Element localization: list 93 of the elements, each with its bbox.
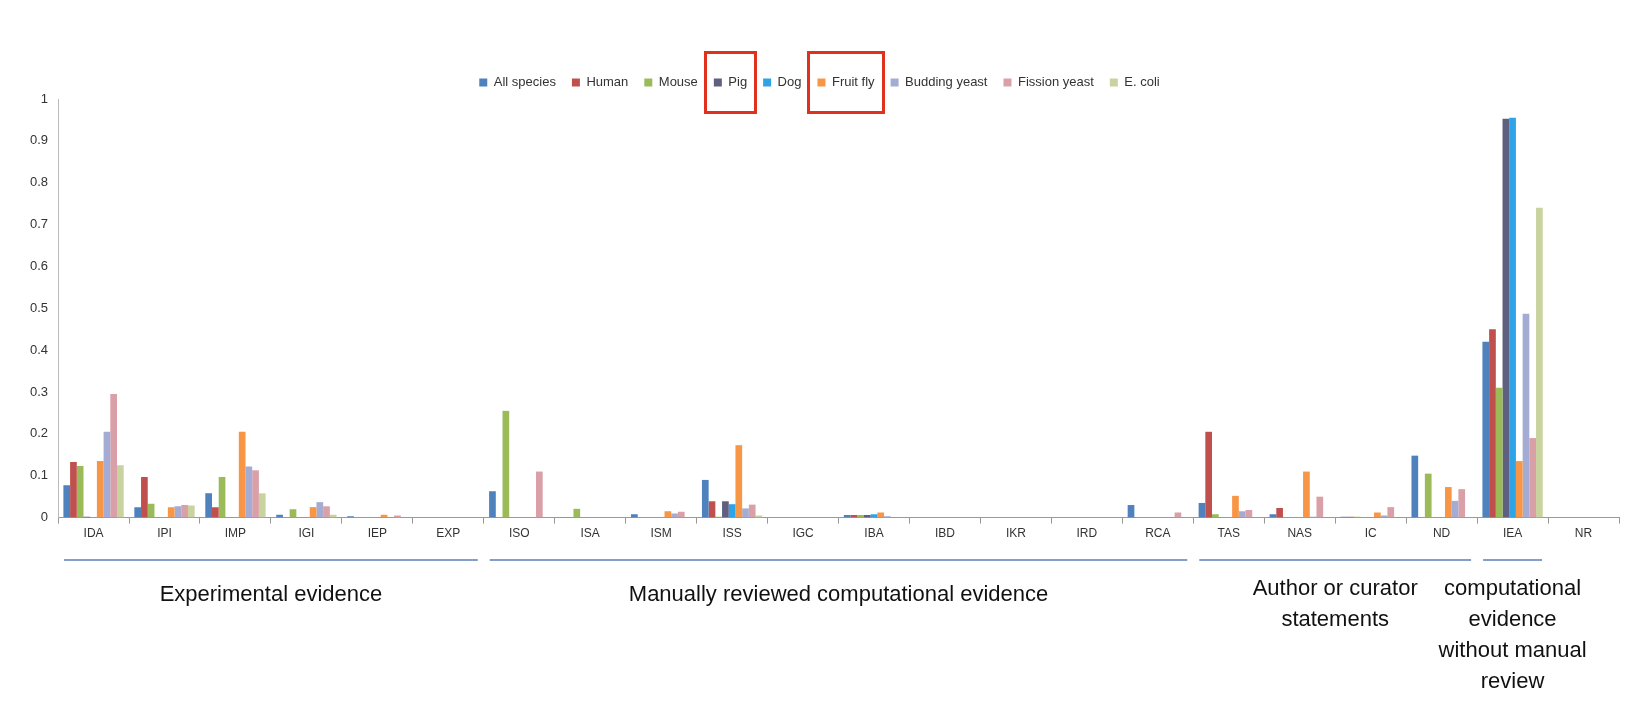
y-tick-label: 1: [40, 90, 49, 106]
bar: [735, 445, 743, 518]
bar: [671, 513, 678, 518]
y-tick-label: 0.6: [29, 258, 49, 274]
bar: [1424, 473, 1432, 518]
bar: [1536, 207, 1543, 518]
legend-label: Fruit fly: [831, 74, 876, 90]
bar: [110, 394, 117, 518]
bar: [212, 507, 219, 518]
bar: [1515, 461, 1523, 518]
bar: [1509, 117, 1516, 518]
bar: [238, 431, 246, 518]
x-tick-label: RCA: [1145, 526, 1171, 541]
text: Experimental evidence: [159, 581, 383, 607]
x-tick-label: IC: [1364, 526, 1377, 541]
bar: [205, 493, 212, 518]
text: computational evidence without manual review: [1437, 575, 1587, 694]
bar: [316, 502, 324, 518]
bar: [1212, 514, 1219, 518]
y-tick-label: 0.5: [29, 299, 49, 315]
legend-label: E. coli: [1124, 74, 1160, 90]
bar: [1238, 511, 1246, 518]
bar: [677, 511, 685, 518]
x-tick-label: EXP: [436, 526, 461, 541]
bar: [1411, 455, 1419, 518]
bar: [1458, 489, 1466, 518]
x-tick-label: IKR: [1005, 526, 1027, 541]
x-tick-label: IEP: [367, 526, 388, 541]
bar: [536, 471, 543, 518]
bar: [631, 514, 638, 518]
bar: [701, 479, 709, 518]
x-tick-label: IMP: [224, 526, 247, 541]
bar: [258, 493, 266, 518]
bar: [1316, 496, 1324, 518]
x-tick-label: ISA: [580, 526, 600, 541]
bar: [167, 507, 175, 518]
bar: [70, 461, 77, 518]
y-tick-label: 0.7: [29, 216, 49, 232]
bar: [1303, 471, 1310, 518]
x-tick-label: NR: [1574, 526, 1593, 541]
x-tick-label: ISM: [650, 526, 672, 541]
bar: [252, 470, 259, 518]
y-tick-label: 0.3: [29, 383, 49, 399]
bar: [1495, 387, 1503, 518]
bar: [1232, 495, 1239, 518]
bar: [187, 505, 195, 518]
bar: [117, 465, 124, 518]
legend-label: All species: [493, 74, 557, 90]
x-tick-label: ISS: [722, 526, 742, 541]
bar: [63, 485, 71, 518]
y-tick-label: 0.9: [29, 132, 49, 148]
x-tick-label: IEA: [1502, 526, 1523, 541]
legend-label: Mouse: [658, 74, 698, 90]
bar: [1529, 438, 1537, 518]
x-tick-label: IPI: [157, 526, 172, 541]
bar: [1482, 341, 1490, 518]
legend-label: Fission yeast: [1017, 74, 1095, 90]
legend-label: Dog: [777, 74, 802, 90]
legend-label: Budding yeast: [905, 74, 988, 90]
text: Author or curator statements: [1252, 575, 1418, 632]
x-tick-label: IDA: [83, 526, 104, 541]
bar: [573, 508, 581, 518]
bar: [722, 501, 729, 518]
bar: [1276, 507, 1283, 518]
x-tick-label: IRD: [1076, 526, 1098, 541]
x-tick-label: IGC: [792, 526, 815, 541]
bar: [323, 506, 330, 518]
y-tick-label: 0.1: [29, 467, 49, 483]
text: Manually reviewed computational evidence: [628, 581, 1049, 607]
x-tick-label: ISO: [508, 526, 530, 541]
bar: [181, 505, 188, 518]
bar: [748, 504, 756, 518]
x-tick-label: ND: [1432, 526, 1451, 541]
bar: [141, 477, 148, 518]
bar: [1205, 431, 1213, 518]
x-tick-label: NAS: [1287, 526, 1313, 541]
x-tick-label: IBA: [864, 526, 884, 541]
x-tick-label: IBD: [934, 526, 956, 541]
x-tick-label: TAS: [1217, 526, 1240, 541]
bar: [1387, 507, 1395, 518]
y-tick-label: 0: [40, 509, 49, 525]
y-tick-label: 0.2: [29, 425, 49, 441]
y-tick-label: 0.8: [29, 174, 49, 190]
legend-label: Human: [586, 74, 629, 90]
bar: [742, 508, 749, 518]
legend-label: Pig: [728, 74, 748, 90]
bar: [489, 491, 496, 518]
y-tick-label: 0.4: [29, 341, 49, 357]
bar: [96, 461, 104, 518]
bar: [134, 507, 142, 518]
bar: [1489, 329, 1496, 518]
x-tick-label: IGI: [298, 526, 315, 541]
bar: [1444, 487, 1452, 518]
